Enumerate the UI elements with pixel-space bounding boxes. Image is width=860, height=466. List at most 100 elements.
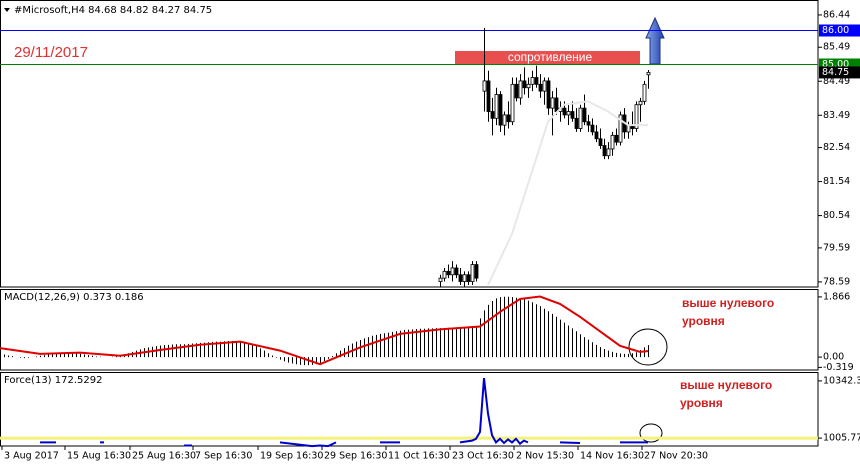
candle-body (634, 104, 639, 129)
y-tick-label: 83.49 (823, 110, 850, 121)
candle-body (598, 138, 603, 146)
date-label: 29/11/2017 (14, 44, 88, 61)
macd-title: MACD(12,26,9) 0.373 0.186 (4, 292, 144, 303)
symbol-marker (4, 8, 10, 12)
candle-body (518, 80, 523, 99)
candle-body (606, 148, 611, 157)
level-label: 86.00 (822, 25, 849, 36)
x-tick-label: 29 Sep 16:30 (324, 451, 387, 462)
y-tick-label: 84.49 (823, 76, 850, 87)
candle-body (490, 111, 495, 119)
level-tag (819, 24, 860, 37)
x-tick-label: 19 Sep 16:30 (260, 451, 323, 462)
candle-body (498, 94, 503, 126)
candles (438, 27, 651, 287)
candle-body (506, 114, 511, 123)
candle-body (610, 134, 615, 150)
candle-body (482, 80, 487, 92)
force-annotation: выше нулевого (680, 378, 772, 392)
y-tick-label: 1.866 (823, 291, 850, 302)
x-tick-label: 27 Nov 20:30 (644, 451, 708, 462)
level-label: 85.00 (822, 59, 849, 70)
candle-body (538, 83, 543, 92)
y-tick-label: 86.44 (823, 9, 850, 20)
chart-title: #Microsoft,H4 84.68 84.82 84.27 84.75 (14, 5, 212, 16)
resistance-box (455, 51, 640, 65)
resistance-label: сопротивление (508, 50, 593, 64)
moving-average (487, 100, 648, 286)
candle-body (522, 80, 527, 89)
main-panel-frame (0, 0, 819, 288)
y-tick-label: 1005.77 (823, 433, 860, 444)
candle-body (554, 97, 559, 112)
x-tick-label: 2 Nov 15:30 (516, 451, 574, 462)
candle-body (618, 114, 623, 143)
candle-body (458, 274, 463, 282)
candle-body (546, 80, 551, 109)
highlight-circle (628, 328, 668, 366)
candle-body (486, 80, 491, 112)
y-tick-label: 85.49 (823, 42, 850, 53)
candle-body (550, 97, 555, 109)
x-tick-label: 14 Nov 16:30 (580, 451, 644, 462)
force-annotation: уровня (680, 396, 723, 410)
candle-body (446, 270, 451, 276)
candle-body (570, 111, 575, 119)
candle-body (510, 83, 515, 123)
candle-body (590, 124, 595, 133)
candle-body (566, 111, 571, 116)
candle-body (466, 274, 471, 282)
candle-body (646, 72, 651, 76)
candle-body (502, 114, 507, 126)
candle-body (602, 145, 607, 157)
candle-body (462, 274, 467, 282)
force-line (40, 377, 648, 448)
signal-line (0, 295, 649, 366)
candle-body (474, 264, 479, 279)
x-tick-label: 11 Oct 16:30 (388, 451, 450, 462)
macd-panel-frame (0, 289, 819, 371)
last-price-label: 84.75 (822, 67, 849, 78)
y-tick-label: 78.59 (823, 276, 850, 287)
candle-body (542, 80, 547, 92)
candle-body (642, 83, 647, 102)
y-tick-label: 82.54 (823, 142, 850, 153)
candle-body (574, 117, 579, 129)
candle-body (526, 83, 531, 89)
y-tick-label: 81.54 (823, 176, 850, 187)
candle-body (638, 100, 643, 106)
x-tick-label: 25 Aug 16:30 (132, 451, 196, 462)
candle-body (438, 277, 443, 282)
last-price-tag (819, 66, 860, 79)
candle-body (470, 264, 475, 282)
force-panel-frame (0, 372, 819, 447)
force-title: Force(13) 172.5292 (4, 375, 102, 386)
y-tick-label: 79.59 (823, 242, 850, 253)
x-tick-label: 15 Aug 16:30 (67, 451, 131, 462)
candle-body (514, 83, 519, 99)
candle-body (586, 121, 591, 126)
candle-body (626, 124, 631, 133)
y-tick-label: 0.00 (823, 352, 844, 363)
candle-body (442, 270, 447, 279)
candle-body (534, 77, 539, 85)
y-tick-label: -0.319 (823, 362, 854, 373)
x-tick-label: 23 Oct 16:30 (452, 451, 514, 462)
y-tick-label: 10342.32 (823, 375, 860, 386)
candle-body (454, 267, 459, 276)
macd-annotation: выше нулевого (682, 296, 774, 310)
candle-body (614, 134, 619, 143)
highlight-circle (639, 423, 663, 443)
y-tick-label: 80.54 (823, 210, 850, 221)
candle-body (578, 107, 583, 129)
x-tick-label: 7 Sep 16:30 (195, 451, 252, 462)
candle-body (494, 94, 499, 119)
candle-body (450, 267, 455, 276)
x-tick-label: 3 Aug 2017 (4, 451, 59, 462)
candle-body (582, 107, 587, 123)
candle-body (530, 77, 535, 85)
macd-annotation: уровня (682, 314, 725, 328)
candle-body (594, 131, 599, 140)
